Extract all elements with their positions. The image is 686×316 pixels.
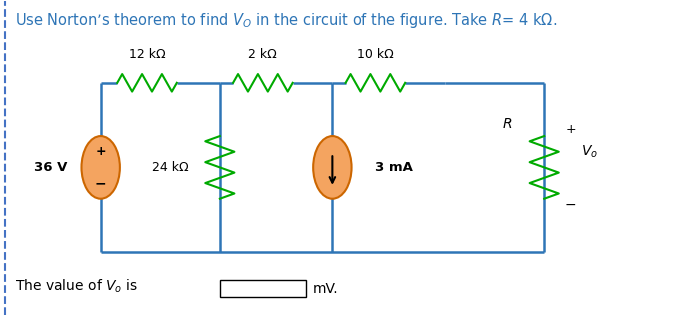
Text: +: +: [565, 123, 576, 136]
Text: R: R: [503, 117, 512, 131]
Text: The value of $V_o$ is: The value of $V_o$ is: [14, 278, 137, 295]
Text: 36 V: 36 V: [34, 161, 68, 174]
Text: +: +: [95, 145, 106, 158]
Text: 24 kΩ: 24 kΩ: [152, 161, 189, 174]
Text: 2 kΩ: 2 kΩ: [248, 48, 277, 61]
Text: Use Norton’s theorem to find $V_O$ in the circuit of the figure. Take $R$= 4 kΩ.: Use Norton’s theorem to find $V_O$ in th…: [14, 11, 557, 30]
FancyBboxPatch shape: [220, 280, 306, 297]
Text: −: −: [565, 198, 576, 212]
Text: 12 kΩ: 12 kΩ: [129, 48, 165, 61]
Text: mV.: mV.: [313, 282, 338, 296]
Text: 10 kΩ: 10 kΩ: [357, 48, 394, 61]
Text: $V_o$: $V_o$: [580, 143, 598, 160]
Ellipse shape: [82, 136, 120, 199]
Ellipse shape: [314, 136, 351, 199]
Text: −: −: [95, 176, 106, 190]
Text: 3 mA: 3 mA: [375, 161, 413, 174]
